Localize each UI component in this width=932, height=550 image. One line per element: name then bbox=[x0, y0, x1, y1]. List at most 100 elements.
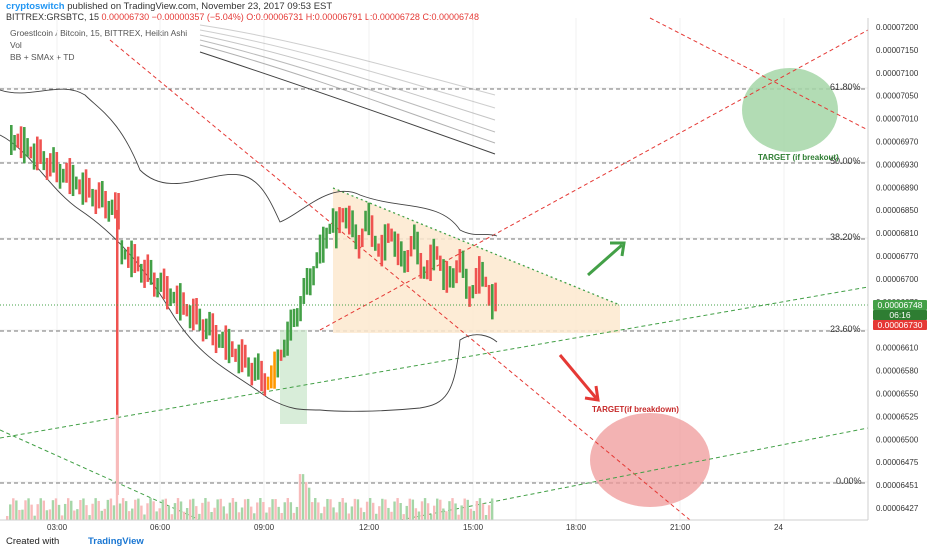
footer: Created with TradingView bbox=[0, 533, 932, 550]
candle bbox=[413, 224, 416, 250]
volume-bar bbox=[250, 506, 253, 520]
volume-bar bbox=[271, 499, 274, 520]
volume-bar bbox=[9, 504, 12, 520]
volume-bar bbox=[454, 503, 457, 520]
volume-bar bbox=[24, 500, 27, 520]
price-tick-label: 0.00007010 bbox=[876, 115, 919, 124]
candle bbox=[422, 266, 426, 279]
volume-bar bbox=[70, 500, 73, 520]
candle bbox=[143, 259, 146, 288]
candle bbox=[49, 153, 52, 177]
volume-bar bbox=[48, 509, 52, 520]
candle bbox=[107, 200, 111, 222]
publish-line: cryptoswitch published on TradingView.co… bbox=[6, 1, 332, 12]
candle bbox=[97, 182, 101, 209]
candle bbox=[302, 277, 306, 304]
candle bbox=[19, 126, 23, 159]
time-tick-label: 06:00 bbox=[150, 523, 171, 532]
legend-vol: Vol bbox=[10, 40, 22, 50]
volume-bar bbox=[353, 498, 357, 520]
volume-bar bbox=[478, 498, 482, 520]
candle bbox=[123, 249, 127, 260]
volume-bar bbox=[396, 498, 399, 520]
volume-bar bbox=[280, 512, 283, 520]
candle bbox=[182, 292, 185, 315]
candle bbox=[452, 268, 455, 288]
volume-bar bbox=[207, 501, 210, 520]
volume-bar bbox=[314, 498, 317, 520]
volume-bar bbox=[21, 509, 24, 520]
candle bbox=[283, 339, 286, 358]
candle bbox=[387, 223, 390, 243]
candle bbox=[211, 313, 215, 346]
candle bbox=[146, 254, 150, 282]
candle bbox=[338, 207, 341, 234]
volume-bar bbox=[359, 507, 363, 520]
candle bbox=[62, 168, 65, 183]
candle bbox=[318, 234, 322, 264]
candle bbox=[348, 205, 351, 235]
arrow-up-icon bbox=[587, 241, 626, 277]
volume-bar bbox=[414, 508, 418, 520]
volume-bar bbox=[304, 482, 308, 520]
candle bbox=[471, 285, 475, 299]
candle bbox=[383, 224, 387, 261]
legend-title: Groestlcoin / Bitcoin, 15, BITTREX, Heik… bbox=[10, 28, 188, 38]
candle bbox=[58, 163, 62, 189]
target-down-label: TARGET(if breakdown) bbox=[592, 405, 679, 414]
price-tick-label: 0.00006850 bbox=[876, 206, 919, 215]
volume-bar bbox=[173, 503, 177, 520]
candle bbox=[396, 233, 400, 266]
author-link[interactable]: cryptoswitch bbox=[6, 1, 65, 12]
volume-bar bbox=[100, 510, 103, 520]
volume-bar bbox=[143, 514, 146, 520]
volume-bar bbox=[301, 474, 305, 520]
price-tick-label: 0.00007100 bbox=[876, 69, 919, 78]
volume-bar bbox=[466, 499, 469, 520]
volume-bar bbox=[350, 506, 354, 520]
volume-bar bbox=[103, 508, 106, 520]
candle bbox=[351, 210, 354, 238]
volume-bar bbox=[15, 500, 18, 520]
price-chart[interactable]: 61.80% 50.00% 38.20% 23.60% 0.00% TARGET… bbox=[0, 0, 932, 533]
price-tick-label: 0.00006427 bbox=[876, 504, 919, 513]
volume-bar bbox=[88, 515, 91, 520]
volume-bar bbox=[274, 499, 277, 520]
target-down-ellipse bbox=[590, 413, 710, 507]
candle bbox=[237, 344, 241, 374]
price-tick-label: 0.00006610 bbox=[876, 344, 919, 353]
triangle-upper-line bbox=[332, 187, 621, 306]
volume-bar bbox=[195, 506, 198, 520]
volume-bar bbox=[6, 516, 9, 520]
volume-bar bbox=[365, 501, 369, 520]
fib-label-38: 38.20% bbox=[830, 232, 861, 242]
candle bbox=[286, 321, 289, 356]
volume-series bbox=[6, 414, 494, 520]
volume-bar bbox=[198, 513, 201, 520]
volume-bar bbox=[289, 502, 293, 520]
candle bbox=[432, 238, 436, 271]
volume-bar bbox=[67, 498, 70, 520]
volume-bar bbox=[442, 508, 445, 520]
volume-bar bbox=[341, 498, 344, 520]
candle bbox=[179, 283, 182, 321]
candle bbox=[136, 256, 140, 272]
volume-bar bbox=[204, 498, 207, 520]
volume-bar bbox=[448, 501, 451, 520]
high-value: H:0.00006791 bbox=[305, 12, 363, 22]
volume-bar bbox=[140, 505, 143, 520]
candle bbox=[65, 162, 68, 183]
low-value: L:0.00006728 bbox=[364, 12, 420, 22]
tradingview-logo[interactable]: TradingView bbox=[88, 536, 144, 547]
volume-bar bbox=[347, 513, 350, 520]
candle bbox=[36, 136, 39, 171]
candle bbox=[201, 319, 205, 342]
candle bbox=[325, 227, 328, 249]
candle bbox=[403, 250, 406, 273]
candle bbox=[13, 134, 16, 151]
volume-bar bbox=[335, 512, 338, 520]
candle bbox=[458, 249, 462, 273]
volume-bar bbox=[262, 502, 265, 520]
volume-bar bbox=[192, 498, 195, 520]
fib-label-61: 61.80% bbox=[830, 82, 861, 92]
